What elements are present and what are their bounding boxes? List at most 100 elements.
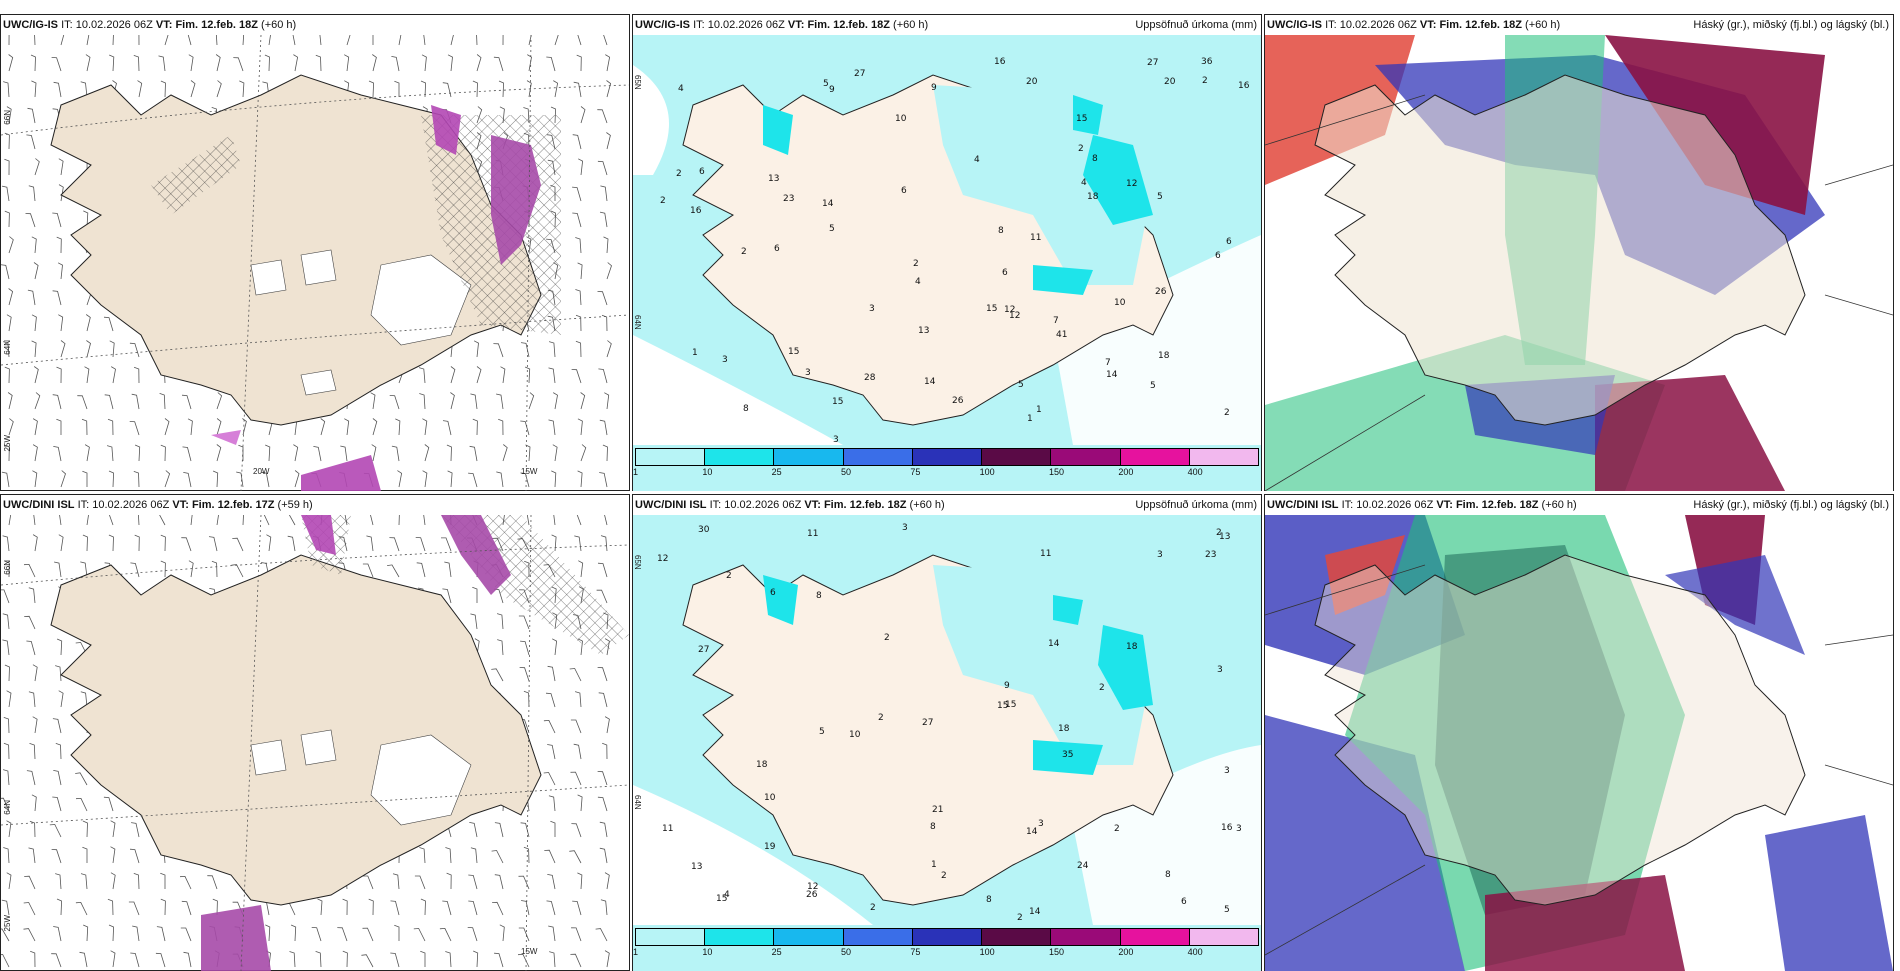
product-title: Uppsöfnuð úrkoma (mm) [1135,19,1257,31]
snow-area-south [201,905,271,971]
wind-barb [526,515,530,526]
precip-value-label: 18 [1058,724,1070,734]
colorbar-label: 200 [1118,947,1134,957]
model-name: UWC/DINI ISL [1267,499,1339,511]
wind-barb [491,850,504,864]
wind-barb [182,446,192,462]
precip-map-svg: 2212241125632322811152726101214139151818… [633,515,1261,971]
precip-value-label: 14 [1026,827,1038,837]
wind-barb [573,743,582,760]
wind-barb [287,535,296,552]
wind-barb [491,668,504,682]
colorbar-label: 100 [979,467,995,477]
colorbar-label: 1 [633,947,639,957]
wind-barb [26,640,36,656]
dry-area-se [1073,745,1261,925]
wind-barb [599,419,608,436]
vt-value: Fim. 12.feb. 18Z [1439,19,1522,31]
wind-barb [571,927,582,942]
wind-barb [264,54,270,72]
precip-value-label: 4 [724,890,730,900]
wind-barb [577,872,583,890]
wind-barb [600,185,608,202]
map-panel-clouds-dini: UWC/DINI ISL IT: 10.02.2026 06Z VT: Fim.… [1264,494,1894,971]
map-canvas[interactable] [1,515,629,971]
wind-barb [545,692,556,708]
wind-barb [600,899,608,916]
wind-barb [130,952,140,968]
coord-lat: 65N [633,75,642,90]
wind-barb [422,418,428,436]
precip-values: 2212241125632322811152726101214139151818… [657,523,1242,923]
wind-barb [75,797,88,812]
wind-barb [80,873,88,890]
precip-value-label: 2 [884,633,890,643]
wind-barb [442,420,452,436]
map-canvas[interactable] [1265,515,1893,971]
wind-barb [577,418,583,436]
wind-barb [2,341,10,358]
hatch-west [151,135,241,215]
wind-barb [288,515,296,526]
wind-barb [569,850,582,864]
wind-barb [6,314,12,332]
map-canvas[interactable] [1,35,629,491]
precip-value-label: 18 [1087,192,1099,202]
wind-barb [606,80,612,98]
wind-barb [578,560,584,578]
model-name: UWC/DINI ISL [3,499,75,511]
wind-barb [208,536,218,552]
colorbar-segment [1051,929,1121,945]
wind-barb [216,392,223,410]
wind-barb [31,314,37,332]
wind-barb [467,927,478,942]
wind-barb [216,80,222,98]
wind-barb [494,952,504,968]
snow-area-3 [211,430,241,445]
precip-value-label: 8 [743,404,749,414]
precip-10-east [1083,135,1153,225]
precip-value-label: 27 [698,645,709,655]
colorbar-segment [982,929,1052,945]
wind-barb [190,515,193,526]
wind-barb [207,875,218,890]
wind-barb [216,515,219,526]
wind-barb [599,472,608,488]
map-canvas[interactable] [1265,35,1893,491]
wind-barb [342,950,348,968]
precip-colorbar [635,928,1259,946]
wind-barb [476,366,482,384]
precip-value-label: 5 [823,79,829,89]
wind-barb [517,953,530,968]
wind-barb [415,537,426,552]
wind-barb [520,640,530,656]
wind-barb [549,951,556,968]
precip-value-label: 26 [952,396,964,406]
wind-barb [570,953,582,968]
wind-barb [424,444,430,462]
precip-value-label: 2 [1224,408,1230,418]
wind-barb [361,954,374,968]
wind-barb [58,184,64,202]
low-cloud-dark-s [1485,875,1685,971]
precip-value-label: 8 [1092,154,1098,164]
wind-barb [4,444,10,462]
wind-barb [51,953,62,968]
wind-barb [597,562,608,578]
wind-barb [520,822,530,838]
wind-barb [55,873,62,890]
wind-barb [439,927,452,942]
map-canvas[interactable]: 1 9 15 13 12 5 6 5 4 3 3 2 2 12 18 27 16 20 10 5 7 12 15 14 11 8 6… [633,35,1261,491]
wind-barb [580,392,586,410]
wind-barb [26,134,36,150]
wind-barb [53,770,62,786]
wind-barb [179,875,192,890]
colorbar-segment [1189,929,1258,945]
map-canvas[interactable]: 2 2 12 24 11 2 5 6 3 2 3 2 2 8 11 15 27 26 10 12 14 13 9 15 18 18… [633,515,1261,971]
wind-barb [82,820,88,838]
wind-barb [131,822,140,838]
wind-barb [442,82,452,98]
wind-barb [56,236,62,254]
colorbar-segment [1120,449,1190,465]
